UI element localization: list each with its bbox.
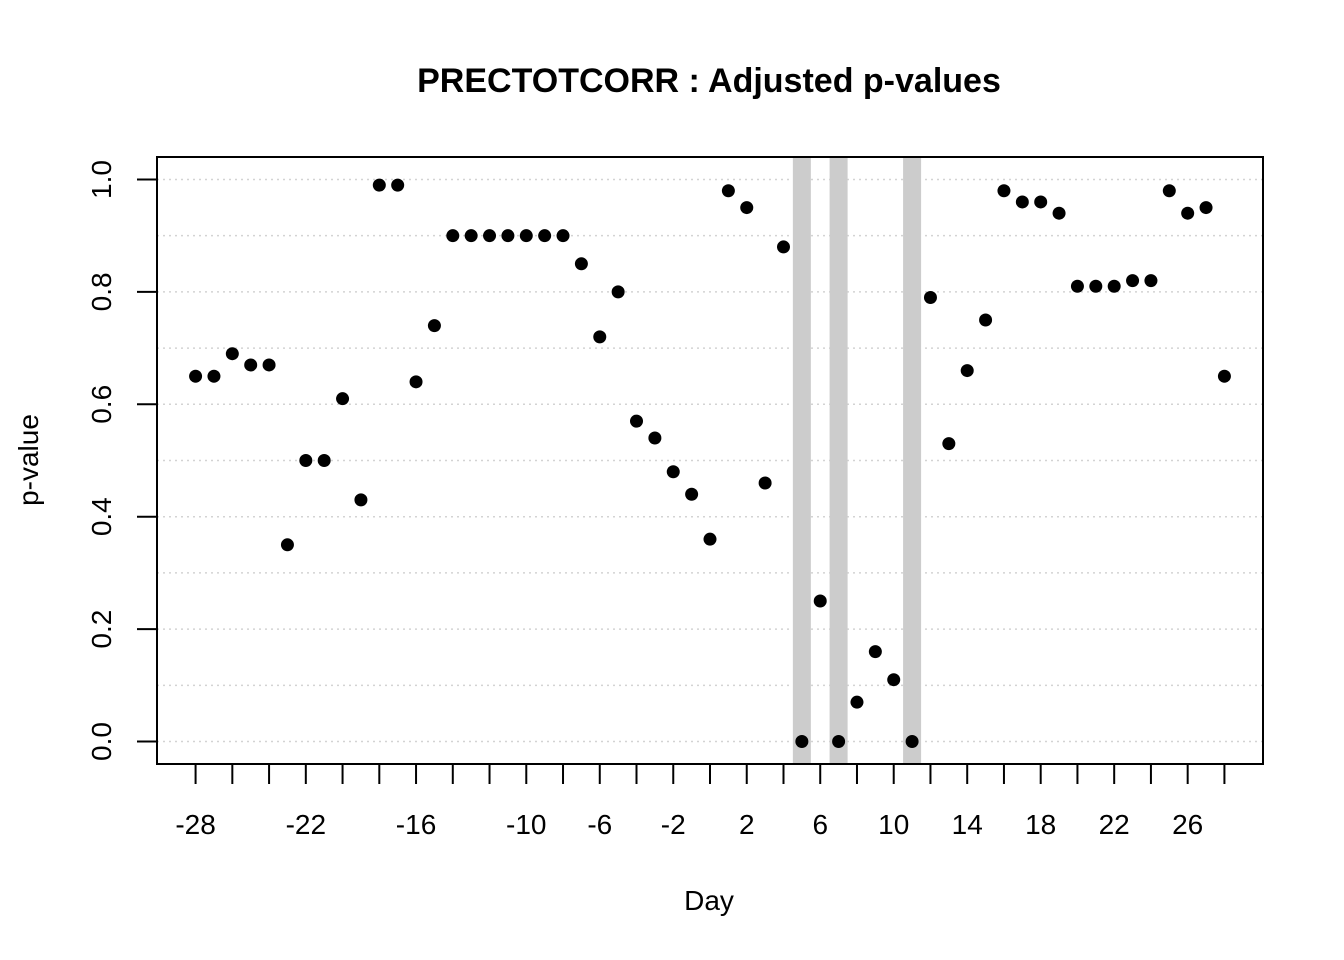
data-point-11 bbox=[391, 178, 405, 192]
data-point-49 bbox=[1089, 279, 1103, 293]
x-tick-label-9: -10 bbox=[506, 809, 546, 840]
y-tick-label-1: 0.2 bbox=[86, 610, 117, 649]
data-point-24 bbox=[630, 414, 644, 428]
data-point-1 bbox=[207, 369, 221, 383]
data-point-31 bbox=[758, 476, 772, 490]
data-point-34 bbox=[813, 594, 827, 608]
data-point-54 bbox=[1181, 206, 1195, 220]
data-point-45 bbox=[1015, 195, 1029, 209]
highlight-bands bbox=[792, 158, 922, 763]
data-point-27 bbox=[685, 487, 699, 501]
data-point-4 bbox=[262, 358, 276, 372]
data-point-33 bbox=[795, 735, 809, 749]
y-tick-label-4: 0.8 bbox=[86, 272, 117, 311]
y-axis: 0.0 0.2 0.4 0.6 0.8 1.0 bbox=[86, 160, 157, 761]
data-point-48 bbox=[1070, 279, 1084, 293]
data-point-21 bbox=[574, 257, 588, 271]
data-point-29 bbox=[721, 184, 735, 198]
data-point-39 bbox=[905, 735, 919, 749]
data-point-22 bbox=[593, 330, 607, 344]
x-axis-label: Day bbox=[684, 885, 734, 916]
x-tick-label-15: 2 bbox=[739, 809, 755, 840]
data-point-19 bbox=[538, 229, 552, 243]
highlight-band-0 bbox=[792, 158, 811, 763]
data-point-40 bbox=[923, 291, 937, 305]
data-point-9 bbox=[354, 493, 368, 507]
data-point-8 bbox=[336, 392, 350, 406]
x-tick-label-21: 14 bbox=[952, 809, 983, 840]
y-tick-label-5: 1.0 bbox=[86, 160, 117, 199]
highlight-band-1 bbox=[829, 158, 848, 763]
y-tick-label-2: 0.4 bbox=[86, 497, 117, 536]
x-tick-label-19: 10 bbox=[878, 809, 909, 840]
data-point-38 bbox=[887, 673, 901, 687]
data-point-44 bbox=[997, 184, 1011, 198]
data-point-41 bbox=[942, 437, 956, 451]
y-tick-label-0: 0.0 bbox=[86, 722, 117, 761]
data-point-30 bbox=[740, 201, 754, 215]
data-point-12 bbox=[409, 375, 423, 389]
data-point-17 bbox=[501, 229, 515, 243]
highlight-band-2 bbox=[903, 158, 922, 763]
y-axis-label: p-value bbox=[13, 414, 44, 506]
data-point-23 bbox=[611, 285, 625, 299]
y-tick-label-3: 0.6 bbox=[86, 385, 117, 424]
data-point-50 bbox=[1107, 279, 1121, 293]
data-point-16 bbox=[483, 229, 497, 243]
data-point-5 bbox=[280, 538, 294, 552]
data-point-0 bbox=[189, 369, 203, 383]
data-point-51 bbox=[1126, 274, 1140, 288]
x-tick-label-17: 6 bbox=[812, 809, 828, 840]
data-point-3 bbox=[244, 358, 258, 372]
data-point-15 bbox=[464, 229, 478, 243]
x-tick-label-6: -16 bbox=[396, 809, 436, 840]
grid-lines bbox=[157, 178, 1263, 743]
data-point-10 bbox=[372, 178, 386, 192]
data-point-36 bbox=[850, 695, 864, 709]
x-tick-label-23: 18 bbox=[1025, 809, 1056, 840]
x-tick-label-25: 22 bbox=[1099, 809, 1130, 840]
data-point-52 bbox=[1144, 274, 1158, 288]
data-point-35 bbox=[832, 735, 846, 749]
data-point-20 bbox=[556, 229, 570, 243]
data-point-26 bbox=[666, 465, 680, 479]
data-point-43 bbox=[979, 313, 993, 327]
x-tick-label-11: -6 bbox=[587, 809, 612, 840]
data-point-28 bbox=[703, 532, 717, 546]
data-point-2 bbox=[225, 347, 239, 361]
x-tick-label-27: 26 bbox=[1172, 809, 1203, 840]
data-point-37 bbox=[868, 645, 882, 659]
data-point-53 bbox=[1162, 184, 1176, 198]
x-axis: -28 -22 -16 -10 -6 -2 2 6 10 14 18 22 26 bbox=[175, 764, 1226, 840]
data-point-14 bbox=[446, 229, 460, 243]
data-points bbox=[189, 178, 1231, 749]
data-point-46 bbox=[1034, 195, 1048, 209]
data-point-56 bbox=[1217, 369, 1231, 383]
data-point-7 bbox=[317, 454, 331, 467]
data-point-47 bbox=[1052, 206, 1066, 220]
data-point-13 bbox=[427, 319, 441, 333]
data-point-25 bbox=[648, 431, 662, 445]
x-tick-label-13: -2 bbox=[661, 809, 686, 840]
chart-title: PRECTOTCORR : Adjusted p-values bbox=[417, 62, 1001, 100]
x-tick-label-3: -22 bbox=[286, 809, 326, 840]
data-point-6 bbox=[299, 454, 313, 467]
data-point-42 bbox=[960, 364, 974, 378]
data-point-18 bbox=[519, 229, 533, 243]
data-point-32 bbox=[776, 240, 790, 254]
data-point-55 bbox=[1199, 201, 1213, 215]
x-tick-label-0: -28 bbox=[175, 809, 215, 840]
